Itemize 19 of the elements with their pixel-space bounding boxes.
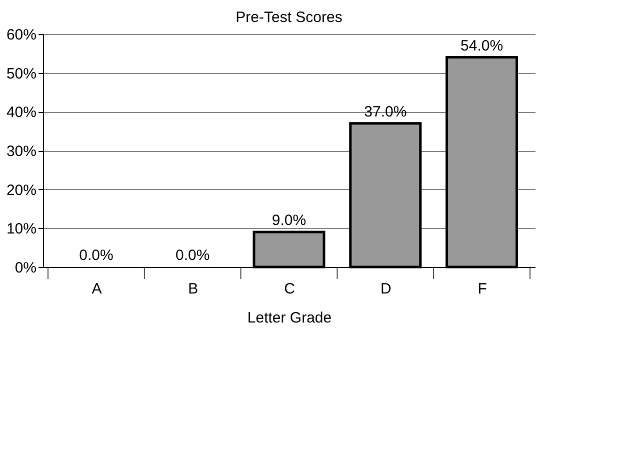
x-tick-label: F xyxy=(478,280,487,298)
data-label: 0.0% xyxy=(176,247,210,264)
data-label: 0.0% xyxy=(79,247,114,264)
y-tick-label: 40% xyxy=(6,104,36,122)
x-tick-label: A xyxy=(92,280,102,298)
y-tick-label: 20% xyxy=(6,182,36,199)
data-label: 9.0% xyxy=(272,212,306,230)
y-tick-label: 10% xyxy=(6,220,36,238)
x-tick-label: D xyxy=(380,280,392,298)
y-tick-label: 60% xyxy=(6,26,36,44)
data-label: 37.0% xyxy=(364,103,407,120)
y-tick-label: 50% xyxy=(6,65,36,82)
x-tick-label: B xyxy=(188,280,198,298)
x-axis-title: Letter Grade xyxy=(247,310,332,326)
data-label: 54.0% xyxy=(460,37,504,54)
chart-title: Pre-Test Scores xyxy=(236,9,342,26)
y-tick-label: 30% xyxy=(6,143,36,160)
y-tick-label: 0% xyxy=(14,260,36,276)
x-tick-label: C xyxy=(284,280,296,298)
